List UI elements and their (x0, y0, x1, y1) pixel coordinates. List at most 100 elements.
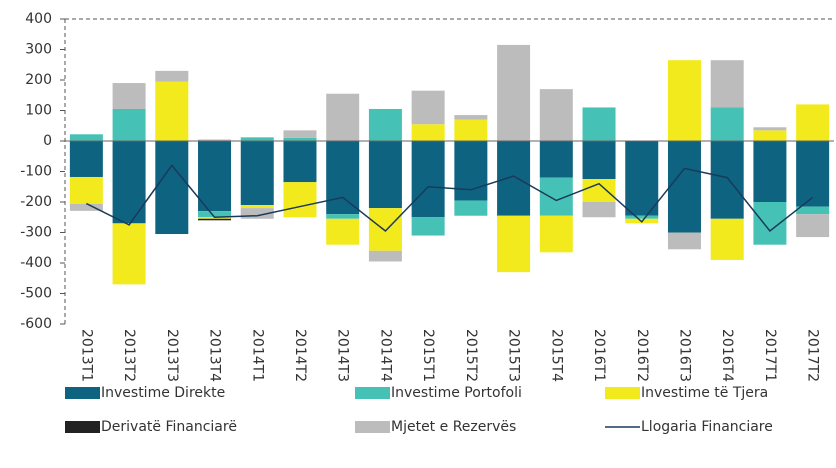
x-tick-label: 2013T3 (164, 329, 180, 382)
y-tick-label: 400 (25, 11, 52, 27)
bar-segment (368, 108, 402, 141)
x-tick-label: 2015T3 (506, 329, 522, 382)
bar-segment (710, 107, 744, 141)
bar-segment (112, 141, 146, 224)
x-tick-label: 2015T4 (548, 329, 564, 382)
bar-segment (667, 141, 701, 233)
y-tick-label: 200 (25, 72, 52, 88)
y-tick-label: -500 (20, 286, 52, 302)
x-tick-label: 2015T2 (463, 329, 479, 382)
legend-label: Llogaria Financiare (641, 419, 773, 435)
bar-segment (753, 141, 787, 202)
bar-segment (454, 141, 488, 201)
x-tick-label: 2013T2 (121, 329, 137, 382)
bar-segment (753, 127, 787, 131)
bar-segment (240, 208, 274, 219)
y-tick-label: 300 (25, 42, 52, 58)
x-tick-label: 2017T2 (805, 329, 821, 382)
legend-swatch (605, 387, 640, 399)
bar-segment (625, 215, 659, 219)
x-tick-label: 2013T4 (207, 329, 223, 382)
y-tick-label: -600 (20, 316, 52, 332)
x-tick-label: 2016T4 (719, 329, 735, 382)
bar-segment (411, 217, 445, 236)
x-tick-label: 2013T1 (78, 329, 94, 382)
y-tick-label: 0 (43, 133, 52, 149)
bar-segment (710, 141, 744, 219)
y-tick-label: 100 (25, 103, 52, 119)
bar-segment (753, 130, 787, 141)
legend: Investime Direkte Investime Portofoli Inve… (65, 385, 773, 435)
bar-segment (198, 141, 232, 212)
bar-segment (710, 218, 744, 260)
bar-segment (326, 218, 360, 245)
x-tick-label: 2014T3 (335, 329, 351, 382)
bar-segment (240, 141, 274, 206)
bar-segment (796, 206, 830, 215)
bar-segment (411, 124, 445, 141)
bar-segment (582, 141, 616, 180)
bar-segment (411, 141, 445, 218)
bar-segment (582, 179, 616, 202)
bar-segment (454, 200, 488, 216)
x-tick-label: 2016T1 (591, 329, 607, 382)
legend-label: Derivatë Financiarë (101, 419, 237, 435)
bar-segment (69, 134, 103, 141)
bar-segment (710, 60, 744, 108)
bar-segment (112, 83, 146, 109)
legend-swatch (65, 387, 100, 399)
bar-segment (497, 141, 531, 216)
x-tick-label: 2014T4 (377, 329, 393, 382)
bar-segment (796, 104, 830, 141)
legend-swatch (355, 421, 390, 433)
bar-segment (411, 90, 445, 125)
bar-segment (240, 137, 274, 141)
y-tick-label: -400 (20, 255, 52, 271)
bar-segment (240, 205, 274, 209)
bar-segment (368, 208, 402, 251)
legend-label: Investime të Tjera (641, 385, 768, 401)
legend-label: Mjetet e Rezervës (391, 419, 516, 435)
bar-segment (69, 141, 103, 177)
legend-label: Investime Direkte (101, 385, 225, 401)
bar-segment (368, 141, 402, 209)
bar-segment (155, 141, 189, 235)
line-series (86, 164, 814, 233)
bar-segment (667, 232, 701, 250)
bar-segment (368, 250, 402, 262)
bar-segment (454, 119, 488, 141)
bar-segment (155, 81, 189, 141)
bar-segment (454, 115, 488, 120)
bar-segment (283, 182, 317, 218)
bar-segment (155, 70, 189, 82)
bar-segment (198, 211, 232, 218)
legend-label: Investime Portofoli (391, 385, 522, 401)
bar-segment (497, 215, 531, 273)
bar-segment (539, 215, 573, 253)
legend-swatch (355, 387, 390, 399)
bar-segment (539, 141, 573, 178)
bar-segment (326, 93, 360, 141)
bar-segment (625, 141, 659, 216)
bar-segment (753, 202, 787, 245)
bar-segment (497, 44, 531, 141)
bar-segment (539, 89, 573, 141)
y-tick-label: -300 (20, 225, 52, 241)
legend-swatch (65, 421, 100, 433)
bar-segment (326, 141, 360, 215)
bar-segment (326, 214, 360, 219)
bar-segment (796, 141, 830, 207)
bar-segment (283, 137, 317, 141)
bar-segment (198, 218, 232, 221)
bar-segment (69, 203, 103, 211)
x-tick-label: 2014T2 (292, 329, 308, 382)
bar-segment (69, 176, 103, 204)
bar-segment (667, 60, 701, 141)
x-tick-label: 2015T1 (420, 329, 436, 382)
bar-segment (112, 223, 146, 285)
bar-segment (198, 139, 232, 141)
bar-segment (198, 217, 232, 219)
x-tick-label: 2014T1 (249, 329, 265, 382)
x-tick-label: 2017T1 (762, 329, 778, 382)
